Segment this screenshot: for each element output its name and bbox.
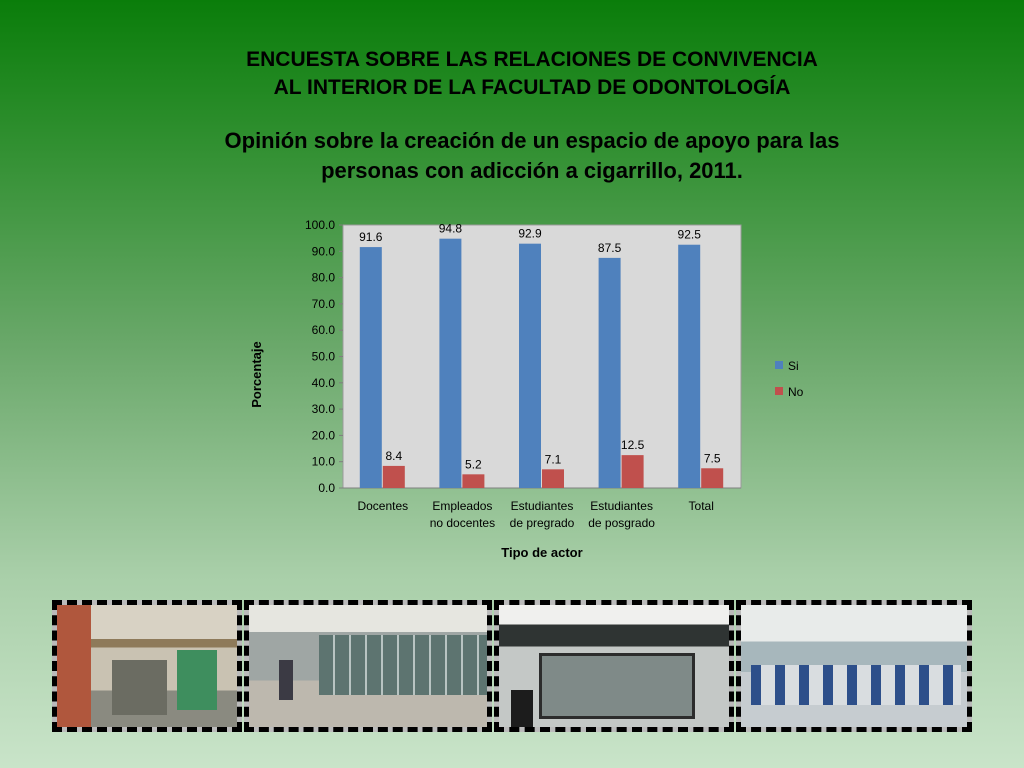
dental-clinic-hall-photo <box>736 600 972 732</box>
data-label-no-0: 8.4 <box>385 449 402 463</box>
y-tick-label: 20.0 <box>312 428 336 442</box>
page-title: ENCUESTA SOBRE LAS RELACIONES DE CONVIVE… <box>0 46 1024 102</box>
x-tick-label: Docentes <box>357 499 408 513</box>
bar-si-2 <box>519 243 541 488</box>
legend-label-no: No <box>788 385 804 399</box>
bar-si-1 <box>439 238 462 488</box>
legend-swatch-si <box>775 361 783 369</box>
y-tick-label: 70.0 <box>312 297 336 311</box>
x-tick-label: Total <box>689 499 714 513</box>
y-tick-label: 100.0 <box>305 218 335 232</box>
x-tick-label: no docentes <box>430 516 495 530</box>
y-axis-title: Porcentaje <box>249 341 264 407</box>
y-tick-label: 80.0 <box>312 271 336 285</box>
y-tick-label: 40.0 <box>312 376 336 390</box>
y-tick-label: 50.0 <box>312 350 336 364</box>
legend-label-si: Si <box>788 359 799 373</box>
photo-strip <box>52 592 972 740</box>
bar-si-0 <box>359 247 382 488</box>
y-tick-label: 60.0 <box>312 323 336 337</box>
data-label-no-4: 7.5 <box>704 451 721 465</box>
y-tick-label: 30.0 <box>312 402 336 416</box>
bar-chart: 0.0 10.0 20.0 30.0 40.0 50.0 60.0 70.0 80.0 90.0 1… <box>249 218 804 560</box>
data-label-si-0: 91.6 <box>359 230 383 244</box>
bar-no-4 <box>701 468 724 488</box>
data-label-si-3: 87.5 <box>598 241 622 255</box>
x-axis-title: Tipo de actor <box>501 545 582 560</box>
bar-no-2 <box>542 469 564 488</box>
bar-si-4 <box>678 244 701 488</box>
data-label-si-4: 92.5 <box>678 228 702 242</box>
title-line-1: ENCUESTA SOBRE LAS RELACIONES DE CONVIVE… <box>246 48 818 71</box>
bar-no-1 <box>462 474 485 488</box>
y-tick-label: 10.0 <box>312 455 336 469</box>
x-tick-label: Empleados <box>432 499 492 513</box>
x-tick-label: Estudiantes <box>590 499 653 513</box>
y-tick-label: 90.0 <box>312 244 336 258</box>
bar-no-3 <box>621 455 644 488</box>
y-tick-label: 0.0 <box>318 481 335 495</box>
x-tick-label: de posgrado <box>588 516 655 530</box>
data-label-no-1: 5.2 <box>465 457 482 471</box>
bar-no-0 <box>382 465 405 488</box>
x-tick-label: de pregrado <box>510 516 575 530</box>
data-label-si-2: 92.9 <box>518 227 542 241</box>
building-entrance-photo <box>52 600 242 732</box>
data-label-si-1: 94.8 <box>439 222 463 236</box>
subtitle-line-1: Opinión sobre la creación de un espacio … <box>224 128 840 153</box>
clinic-office-photo <box>494 600 734 732</box>
bar-si-3 <box>598 257 621 488</box>
legend-swatch-no <box>775 387 783 395</box>
corridor-photo <box>244 600 492 732</box>
data-label-no-3: 12.5 <box>621 438 645 452</box>
x-tick-label: Estudiantes <box>511 499 574 513</box>
title-line-2: AL INTERIOR DE LA FACULTAD DE ODONTOLOGÍ… <box>273 76 791 99</box>
subtitle-line-2: personas con adicción a cigarrillo, 2011… <box>321 158 743 183</box>
data-label-no-2: 7.1 <box>545 452 562 466</box>
page-subtitle: Opinión sobre la creación de un espacio … <box>0 126 1024 186</box>
